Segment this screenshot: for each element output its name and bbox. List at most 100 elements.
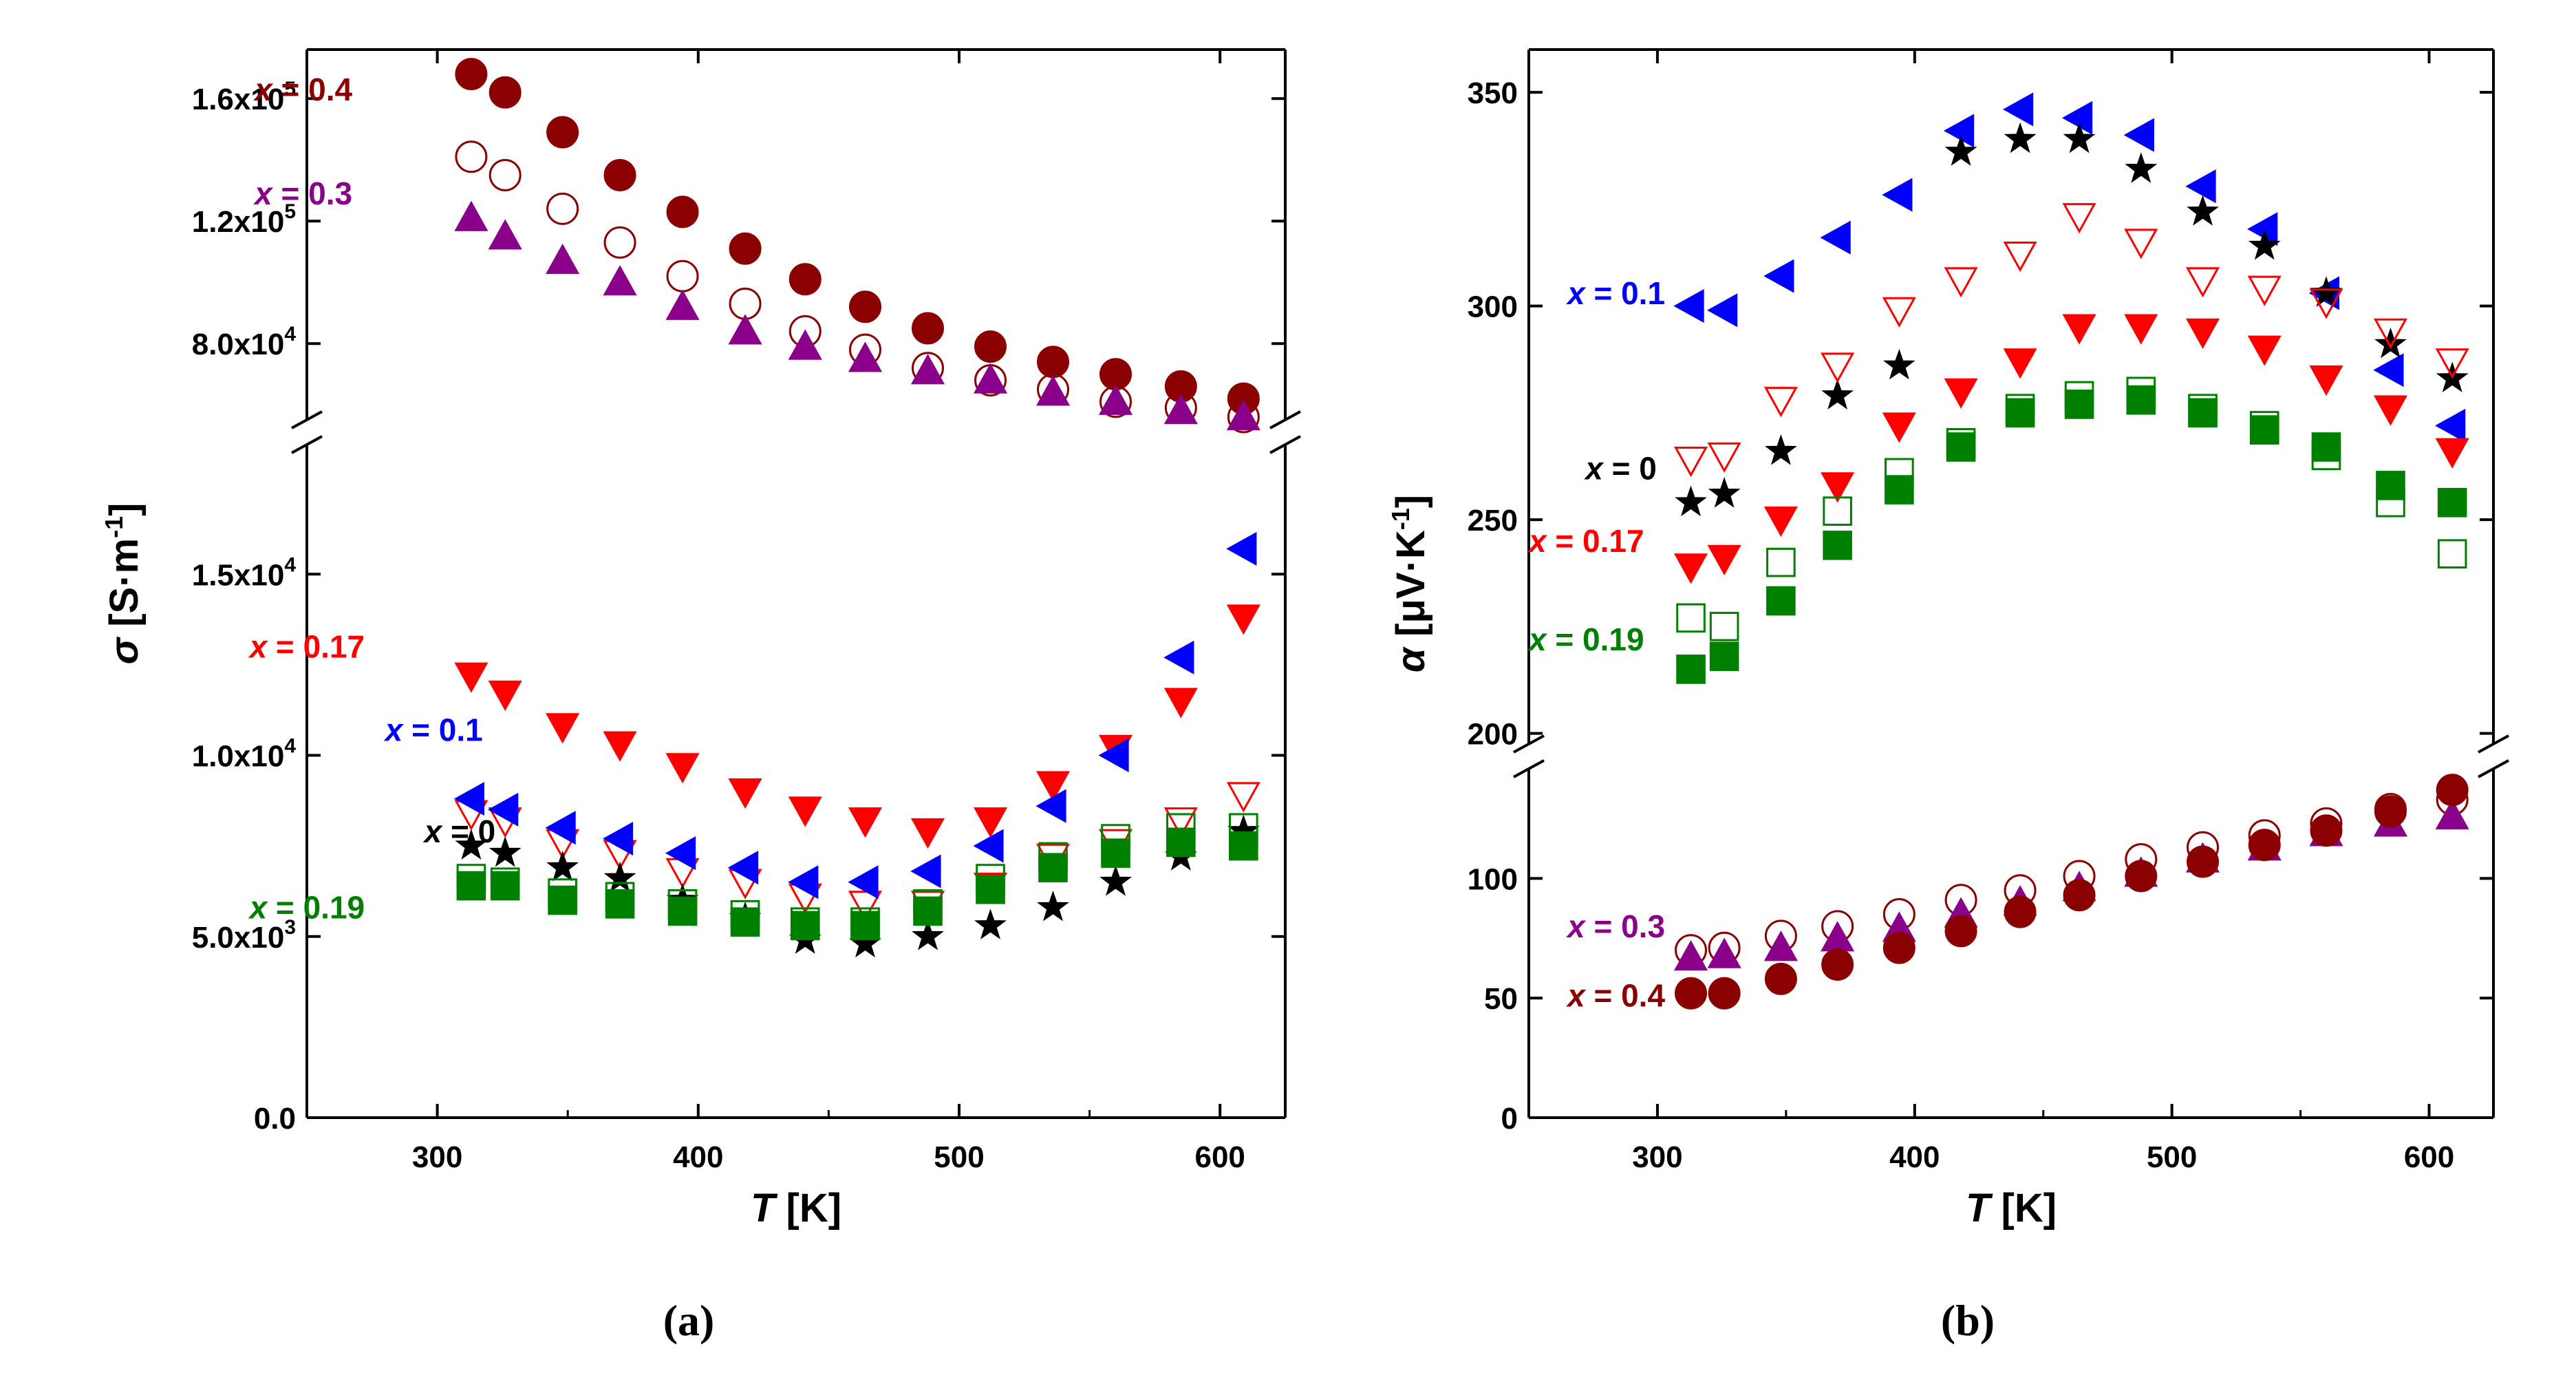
data-point — [1038, 853, 1068, 883]
x-tick-label: 400 — [673, 1140, 723, 1174]
y-tick-label-main: 100 — [1468, 862, 1518, 896]
data-point — [2248, 229, 2281, 260]
series-label: x = 0.4 — [1565, 978, 1665, 1014]
y-tick-label: 8.0x104 — [192, 323, 297, 361]
series-label-value: = 0 — [1603, 451, 1657, 487]
x-tick-label: 400 — [1889, 1140, 1940, 1174]
y-axis-exp: -1 — [1386, 508, 1415, 530]
data-point — [1676, 603, 1706, 633]
data-point — [546, 713, 580, 744]
data-point — [1229, 813, 1258, 843]
data-point — [1226, 782, 1260, 813]
data-point — [910, 354, 945, 385]
data-point — [2125, 860, 2158, 893]
data-point — [1707, 442, 1741, 473]
data-point — [1944, 135, 1977, 166]
data-point — [788, 263, 822, 296]
y-tick-label-main: 200 — [1468, 718, 1518, 752]
data-point — [489, 158, 522, 191]
data-point — [546, 851, 579, 882]
y-axis-close: ] — [102, 503, 147, 516]
x-tick-label: 300 — [1632, 1140, 1682, 1174]
data-point — [1882, 931, 1915, 964]
data-point — [2185, 169, 2216, 204]
y-tick-label-main: 5.0x10 — [192, 921, 285, 955]
data-point — [1163, 394, 1198, 425]
y-tick-label-main: 300 — [1468, 290, 1518, 324]
data-point — [490, 867, 520, 897]
data-point — [1035, 789, 1066, 823]
y-axis-label: α [μV·K-1] — [1386, 495, 1433, 672]
data-point — [2187, 845, 2220, 878]
data-point — [1707, 293, 1738, 328]
series-label: x = 0.1 — [1565, 275, 1665, 311]
data-point — [2125, 152, 2158, 183]
data-point — [2123, 118, 2154, 152]
data-point — [2063, 122, 2096, 153]
series-label-var: x — [1565, 978, 1587, 1014]
data-point — [1707, 937, 1741, 968]
data-point — [1766, 547, 1796, 577]
data-point — [1035, 771, 1071, 802]
data-point — [2437, 487, 2467, 518]
data-point — [1821, 379, 1854, 409]
data-point — [2003, 348, 2037, 379]
data-point — [665, 753, 700, 784]
series-x-0-4 — [1675, 774, 2469, 1010]
data-point — [488, 680, 522, 712]
y-axis-space — [102, 627, 147, 638]
x-tick-label: 600 — [1194, 1140, 1245, 1174]
data-point — [455, 829, 488, 860]
data-point — [2373, 318, 2408, 349]
series-x-0-1 — [1673, 92, 2466, 443]
data-point — [488, 219, 522, 250]
y-axis-exp: -1 — [100, 516, 128, 538]
data-point — [1037, 890, 1069, 922]
x-tick-label: 500 — [2147, 1140, 2197, 1174]
y-tick-label-exp: 5 — [284, 200, 296, 223]
data-point — [546, 243, 580, 275]
series-label: x = 0 — [1583, 451, 1657, 487]
y-tick-label-main: 50 — [1484, 982, 1518, 1016]
y-axis-unit: [μV·K — [1388, 530, 1433, 637]
data-point — [2435, 798, 2469, 830]
series-label-var: x — [253, 175, 274, 211]
panel-a: 300 400 500 6000.05.0x1031.0x1041.5x1048.0x… — [100, 48, 1301, 1345]
x-axis-unit: [K] — [775, 1186, 841, 1231]
data-point — [1763, 930, 1798, 961]
series-label: x = 0.4 — [253, 72, 352, 107]
data-point — [1944, 114, 1975, 148]
series-label: x = 0.19 — [248, 890, 365, 926]
data-point — [1163, 807, 1198, 838]
y-tick-label: 1.5x104 — [192, 553, 297, 592]
data-point — [727, 851, 759, 885]
data-point — [665, 836, 696, 871]
data-point — [973, 807, 1008, 838]
x-axis-unit: [K] — [1990, 1186, 2057, 1231]
data-point — [546, 116, 579, 149]
data-point — [1882, 178, 1913, 212]
data-point — [2005, 398, 2035, 428]
data-point — [2124, 314, 2158, 345]
series-label-value: = 0.19 — [1547, 621, 1644, 657]
data-point — [788, 865, 819, 899]
data-point — [2124, 228, 2158, 259]
data-point — [2002, 92, 2034, 127]
data-point — [2004, 122, 2037, 153]
data-point — [976, 875, 1005, 904]
axis-break-mark — [1513, 759, 1545, 778]
y-tick-label: 1.6x105 — [192, 78, 296, 116]
series-label-var: x — [1565, 908, 1587, 944]
data-point — [1944, 378, 1978, 409]
data-point — [728, 314, 762, 345]
y-axis-unit: [S·m — [102, 538, 147, 627]
data-point — [2248, 829, 2281, 862]
y-tick-label-main: 1.5x10 — [192, 558, 285, 592]
series-label-value: = 0.19 — [267, 890, 365, 926]
data-point — [2185, 318, 2220, 349]
data-point — [667, 889, 698, 919]
y-tick-label-main: 1.6x10 — [192, 83, 285, 116]
data-point — [454, 200, 489, 231]
data-point — [2436, 774, 2469, 807]
data-point — [1101, 824, 1130, 853]
